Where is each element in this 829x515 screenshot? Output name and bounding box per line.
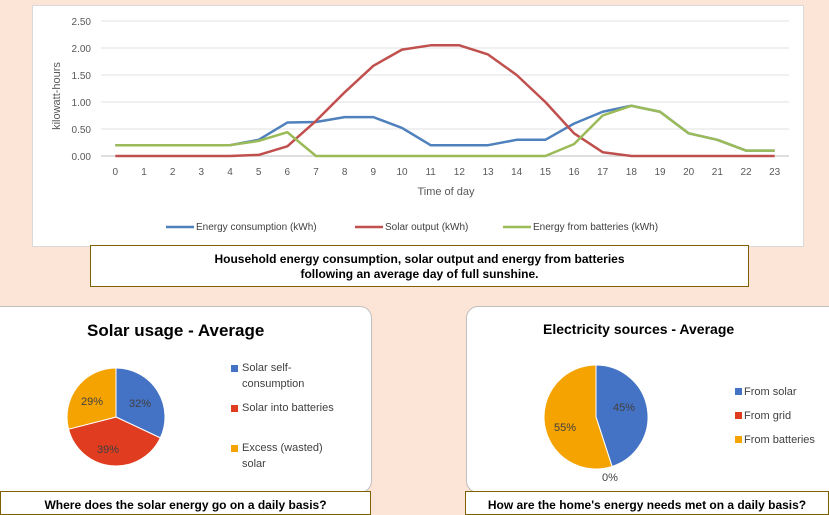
pie-label-1: 39% xyxy=(97,444,119,456)
x-tick-label: 7 xyxy=(313,167,319,178)
legend-swatch-from-solar xyxy=(735,388,742,395)
x-tick-label: 16 xyxy=(568,167,580,178)
series-line-1 xyxy=(115,44,775,158)
pie-slice-2 xyxy=(543,364,613,470)
x-tick-label: 13 xyxy=(482,167,494,178)
pie-label-0: 45% xyxy=(613,402,635,414)
x-tick-label: 4 xyxy=(227,167,233,178)
line-chart: 0.000.501.001.502.002.50 0 1 2 3 4 5 6 7 8 9 10 11 1… xyxy=(51,17,789,233)
x-tick-label: 18 xyxy=(626,167,638,178)
x-tick-label: 10 xyxy=(396,167,408,178)
series-line-0 xyxy=(115,104,775,152)
x-tick-label: 2 xyxy=(170,167,176,178)
electricity-sources-caption: How are the home's energy needs met on a… xyxy=(465,491,829,515)
x-tick-label: 21 xyxy=(712,167,724,178)
pie-label-2: 55% xyxy=(554,422,576,434)
pie-slice-0 xyxy=(115,367,166,439)
legend-label-2: Energy from batteries (kWh) xyxy=(533,222,658,233)
x-tick-label: 9 xyxy=(371,167,377,178)
pie-label-1: 0% xyxy=(602,472,618,484)
x-tick-label: 8 xyxy=(342,167,348,178)
legend-swatch-from-batteries xyxy=(735,436,742,443)
y-tick-label: 1.50 xyxy=(72,71,92,82)
solar-usage-pie: 32% 39% 29% xyxy=(66,367,166,467)
y-axis-label: kilowatt-hours xyxy=(51,62,63,130)
pie-slice-1 xyxy=(67,416,162,467)
y-tick-label: 0.50 xyxy=(72,125,92,136)
y-tick-label: 0.00 xyxy=(72,152,92,163)
x-tick-label: 1 xyxy=(141,167,147,178)
electricity-sources-panel: Electricity sources - Average 45% 0% 55% F… xyxy=(466,306,829,493)
pie-slice-2 xyxy=(66,367,117,430)
x-tick-label: 23 xyxy=(769,167,781,178)
legend-from-solar: From solar xyxy=(744,386,797,398)
x-tick-label: 12 xyxy=(454,167,466,178)
caption-line-1: Household energy consumption, solar outp… xyxy=(214,252,625,266)
y-tick-label: 2.50 xyxy=(72,17,92,28)
legend-from-batteries: From batteries xyxy=(744,434,815,446)
x-tick-label: 19 xyxy=(654,167,666,178)
legend-swatch-from-grid xyxy=(735,412,742,419)
x-tick-label: 17 xyxy=(597,167,609,178)
solar-usage-panel: Solar usage - Average 32% 39% 29% Solar se… xyxy=(0,306,372,493)
x-tick-label: 15 xyxy=(540,167,552,178)
electricity-sources-pie: 45% 0% 55% xyxy=(543,364,649,484)
x-tick-label: 3 xyxy=(199,167,205,178)
x-tick-label: 22 xyxy=(740,167,752,178)
line-chart-panel: 0.00 0.50 1.00 1.50 2.00 2.50 0 1 2 3 4 5 6 7 8 9 10 11 1… xyxy=(32,5,804,247)
legend-label-0: Energy consumption (kWh) xyxy=(196,222,317,233)
x-tick-label: 5 xyxy=(256,167,262,178)
pie-slice-0 xyxy=(595,364,649,468)
legend-swatch-into-batteries xyxy=(231,405,238,412)
solar-usage-title: Solar usage - Average xyxy=(87,321,265,340)
solar-usage-caption: Where does the solar energy go on a dail… xyxy=(0,491,371,515)
line-chart-caption: Household energy consumption, solar outp… xyxy=(90,245,749,287)
pie-label-0: 32% xyxy=(129,398,151,410)
y-tick-label: 2.00 xyxy=(72,44,92,55)
legend-swatch-excess-solar xyxy=(231,445,238,452)
legend-self-consumption: Solar self- consumption xyxy=(242,362,305,390)
x-tick-label: 11 xyxy=(425,167,436,178)
legend-into-batteries: Solar into batteries xyxy=(242,402,334,414)
legend-excess-solar: Excess (wasted) solar xyxy=(242,442,323,470)
x-tick-label: 20 xyxy=(683,167,695,178)
legend-from-grid: From grid xyxy=(744,410,792,422)
pie-label-2: 29% xyxy=(81,396,103,408)
series-line-2 xyxy=(115,104,775,158)
legend-swatch-self-consumption xyxy=(231,365,238,372)
y-tick-label: 1.00 xyxy=(72,98,92,109)
caption-line-2: following an average day of full sunshin… xyxy=(300,267,539,281)
x-tick-label: 0 xyxy=(113,167,119,178)
electricity-sources-title: Electricity sources - Average xyxy=(543,321,735,337)
legend-label-1: Solar output (kWh) xyxy=(385,222,468,233)
x-axis-label: Time of day xyxy=(417,186,475,198)
x-tick-label: 14 xyxy=(511,167,523,178)
x-tick-label: 6 xyxy=(285,167,291,178)
